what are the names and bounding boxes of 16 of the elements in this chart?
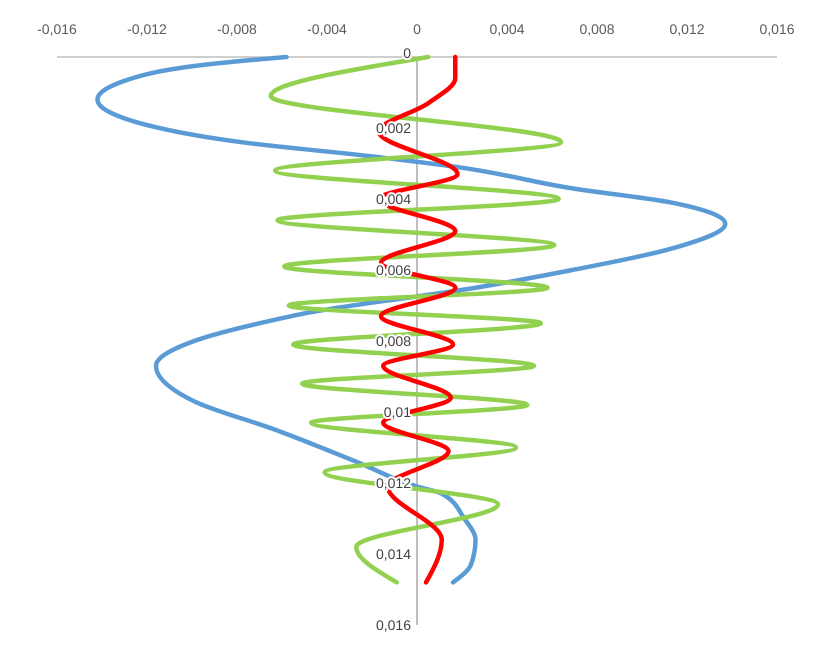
x-tick-label: -0,016 [37,21,78,37]
x-tick-label: 0,004 [489,21,525,37]
x-tick-label: 0,012 [669,21,705,37]
y-tick-label: 0,012 [376,475,412,491]
x-tick-label: -0,012 [127,21,168,37]
x-tick-label: -0,008 [217,21,258,37]
y-tick-label: 0,014 [376,546,412,562]
x-tick-label: 0 [413,21,422,37]
y-tick-label: 0,008 [376,333,412,349]
y-tick-label: 0,016 [376,617,412,633]
x-tick-label: 0,016 [759,21,795,37]
x-tick-label: 0,008 [579,21,615,37]
x-tick-label: -0,004 [307,21,348,37]
y-tick-label: 0,006 [376,262,412,278]
y-tick-label: 0 [403,45,412,61]
y-tick-label: 0,01 [384,404,412,420]
